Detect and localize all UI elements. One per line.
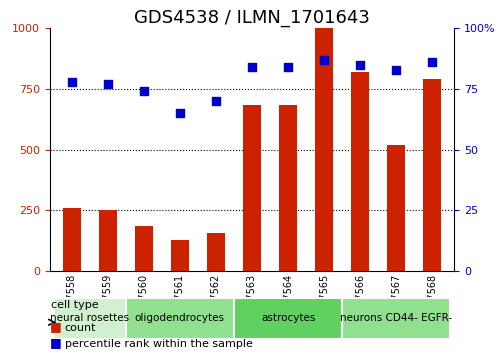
Bar xyxy=(243,105,261,271)
Text: cell type: cell type xyxy=(50,300,98,310)
Point xyxy=(104,81,112,87)
Text: astrocytes: astrocytes xyxy=(261,314,315,324)
Bar xyxy=(424,79,442,271)
Bar xyxy=(62,208,80,271)
Text: neurons CD44- EGFR-: neurons CD44- EGFR- xyxy=(340,314,453,324)
Title: GDS4538 / ILMN_1701643: GDS4538 / ILMN_1701643 xyxy=(134,9,370,27)
Point xyxy=(176,110,184,116)
Text: percentile rank within the sample: percentile rank within the sample xyxy=(65,339,253,349)
Bar xyxy=(135,226,153,271)
Bar xyxy=(171,240,189,271)
Point xyxy=(284,64,292,70)
Text: ■: ■ xyxy=(50,336,62,349)
Text: ■: ■ xyxy=(50,320,62,333)
Point xyxy=(429,59,437,65)
Text: neural rosettes: neural rosettes xyxy=(50,314,129,324)
Text: oligodendrocytes: oligodendrocytes xyxy=(135,314,225,324)
FancyBboxPatch shape xyxy=(126,298,234,339)
FancyBboxPatch shape xyxy=(53,298,126,339)
FancyBboxPatch shape xyxy=(342,298,451,339)
Bar xyxy=(315,28,333,271)
Point xyxy=(140,88,148,94)
Point xyxy=(356,62,364,68)
Bar xyxy=(279,105,297,271)
FancyBboxPatch shape xyxy=(234,298,342,339)
Point xyxy=(67,79,75,85)
Bar xyxy=(351,72,369,271)
Text: count: count xyxy=(65,323,96,333)
Point xyxy=(248,64,256,70)
Point xyxy=(212,98,220,104)
Bar xyxy=(207,233,225,271)
Bar xyxy=(387,145,405,271)
Bar xyxy=(99,210,117,271)
Point xyxy=(392,67,400,73)
Point xyxy=(320,57,328,63)
